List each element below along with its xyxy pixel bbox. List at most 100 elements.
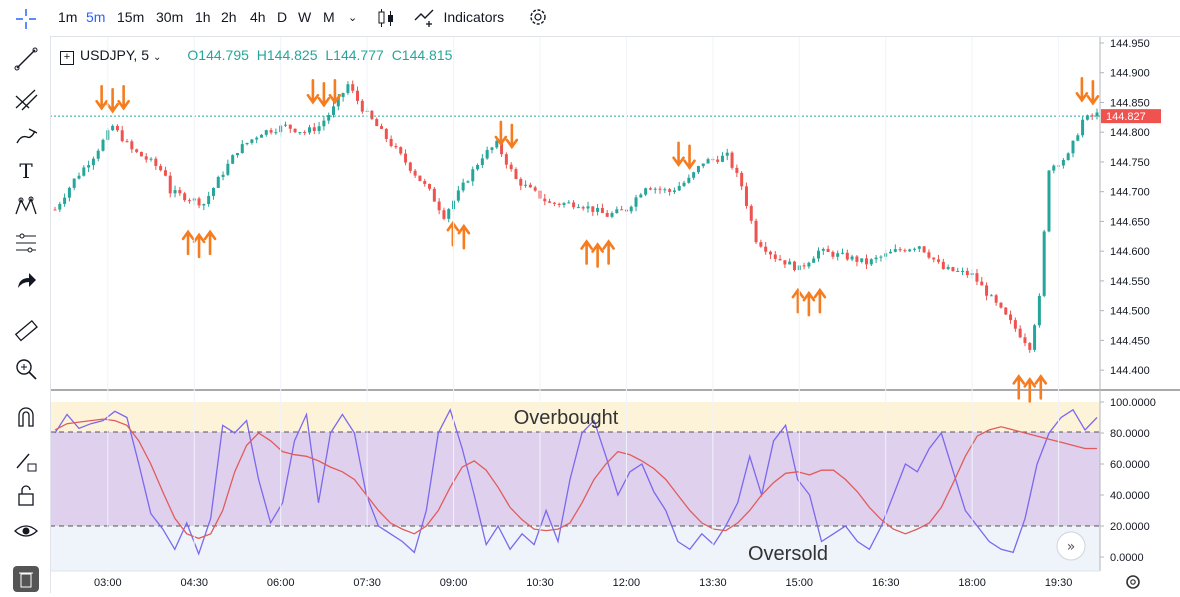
text-tool-icon[interactable]: T: [13, 158, 39, 184]
high-value: H144.825: [256, 47, 318, 63]
candle-body-up: [692, 172, 696, 178]
candle-body-down: [375, 119, 379, 127]
candle-body-down: [1018, 328, 1022, 338]
candle-body-down: [802, 265, 806, 267]
double-chevron-right-icon: »: [1067, 539, 1076, 555]
eye-icon[interactable]: [13, 518, 39, 544]
candle-body-up: [586, 206, 590, 209]
trash-icon[interactable]: [13, 566, 39, 592]
candle-body-up: [149, 158, 153, 160]
stoch-axis: 100.0000 80.0000 60.0000 40.0000 20.0000 0.00…: [1100, 397, 1156, 564]
candle-body-up: [466, 181, 470, 183]
candle-body-up: [77, 175, 81, 179]
timeframe-m[interactable]: M: [323, 9, 335, 25]
timeframe-w[interactable]: W: [298, 9, 312, 25]
time-tick-label: 07:30: [353, 577, 381, 589]
candle-body-down: [951, 267, 955, 272]
candle-body-down: [605, 212, 609, 217]
timeframe-15m[interactable]: 15m: [117, 9, 145, 25]
candle-body-down: [178, 190, 182, 194]
candle-body-down: [768, 251, 772, 255]
candle-body-down: [922, 246, 926, 253]
candle-body-up: [456, 190, 460, 201]
candle-body-up: [264, 130, 268, 135]
brush-icon[interactable]: [13, 123, 39, 149]
timeframe-dropdown-chevron-icon[interactable]: ⌄: [348, 12, 358, 24]
timeframe-1m[interactable]: 1m: [58, 9, 78, 25]
trend-line-icon[interactable]: [13, 46, 39, 72]
candle-body-up: [956, 271, 960, 273]
candle-body-down: [552, 202, 556, 204]
expand-legend-icon[interactable]: +: [60, 51, 74, 65]
candle-body-down: [778, 258, 782, 261]
candle-body-up: [226, 163, 230, 175]
stoch-tick-label: 0.0000: [1110, 552, 1144, 564]
arrow-tool-icon[interactable]: [13, 268, 39, 294]
candle-body-down: [749, 205, 753, 221]
candle-body-up: [682, 182, 686, 187]
candle-body-down: [855, 256, 859, 262]
candle-body-down: [994, 295, 998, 303]
lock-icon[interactable]: [13, 482, 39, 508]
candle-body-down: [658, 188, 662, 190]
candle-body-up: [67, 187, 71, 198]
candle-body-up: [869, 259, 873, 265]
candle-body-down: [125, 141, 129, 143]
ruler-icon[interactable]: [13, 318, 39, 344]
up-arrow-mark: [192, 232, 206, 259]
candle-body-down: [168, 175, 172, 194]
candle-body-down: [135, 149, 139, 152]
pattern-tool-icon[interactable]: [13, 194, 39, 220]
candle-body-down: [187, 200, 191, 202]
timeframe-30m[interactable]: 30m: [156, 9, 184, 25]
time-tick-label: 03:00: [94, 577, 122, 589]
prediction-tool-icon[interactable]: [13, 230, 39, 256]
candle-body-up: [101, 139, 105, 151]
pitchfork-icon[interactable]: [13, 86, 39, 112]
candle-body-up: [874, 257, 878, 260]
candle-body-up: [1076, 135, 1080, 141]
settings-gear-icon[interactable]: [1126, 575, 1140, 589]
magnet-icon[interactable]: [13, 404, 39, 430]
indicators-button[interactable]: Indicators: [413, 6, 504, 28]
down-arrow-mark: [1086, 80, 1100, 106]
crosshair-icon[interactable]: [15, 8, 37, 30]
candle-body-up: [1081, 119, 1085, 136]
symbol-chevron-icon[interactable]: ⌄: [153, 52, 162, 63]
last-price-tag: 144.827: [1101, 109, 1161, 124]
stoch-d-line: [54, 418, 1097, 540]
timeframe-4h[interactable]: 4h: [250, 9, 266, 25]
timeframe-d[interactable]: D: [277, 9, 288, 25]
stochastic-layer: [54, 408, 1098, 556]
zoom-in-icon[interactable]: [13, 356, 39, 382]
candle-body-up: [322, 120, 326, 127]
candle-body-down: [428, 184, 432, 189]
candle-body-up: [893, 249, 897, 252]
candle-body-down: [159, 165, 163, 171]
timeframe-1h[interactable]: 1h: [195, 9, 211, 25]
stoch-k-line: [54, 408, 1098, 556]
candle-body-down: [1090, 115, 1094, 117]
candle-body-down: [865, 258, 869, 265]
timeframe-2h[interactable]: 2h: [221, 9, 237, 25]
scroll-right-button[interactable]: »: [1056, 531, 1086, 561]
band-fill: [50, 432, 1100, 526]
down-arrow-mark: [683, 144, 696, 170]
candle-body-up: [240, 144, 244, 154]
chart-settings-gear-icon[interactable]: [527, 6, 549, 28]
candle-body-down: [163, 170, 167, 176]
candle-body-down: [548, 201, 552, 203]
up-arrow-mark: [791, 287, 805, 314]
candle-type-icon[interactable]: [375, 7, 397, 29]
candle-body-up: [317, 126, 321, 131]
price-tick-label: 144.450: [1110, 335, 1150, 347]
candle-body-up: [687, 177, 691, 183]
candle-body-up: [610, 213, 614, 217]
symbol-label[interactable]: USDJPY, 5: [80, 47, 149, 63]
lock-pencil-icon[interactable]: [13, 448, 39, 474]
timeframe-5m[interactable]: 5m: [86, 9, 106, 25]
candle-body-up: [490, 147, 494, 150]
candle-body-up: [332, 106, 336, 115]
candle-body-down: [903, 250, 907, 252]
